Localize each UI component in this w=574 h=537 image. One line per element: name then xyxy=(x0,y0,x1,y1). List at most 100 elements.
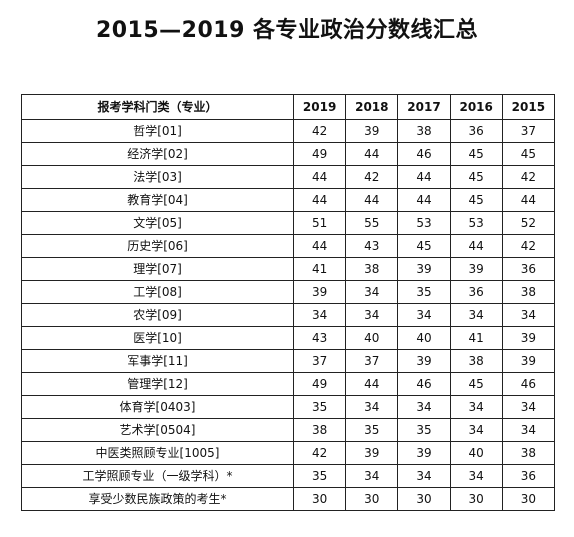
score-cell: 35 xyxy=(345,418,399,442)
score-cell: 44 xyxy=(397,165,451,189)
score-cell: 38 xyxy=(501,441,556,465)
score-cell: 30 xyxy=(501,487,556,511)
subject-cell: 享受少数民族政策的考生* xyxy=(20,487,295,511)
score-cell: 34 xyxy=(345,280,399,304)
year-column-header: 2018 xyxy=(345,94,399,120)
table-row: 历史学[06] 44 43 45 44 42 xyxy=(20,234,556,258)
score-cell: 34 xyxy=(397,464,451,488)
table-row: 工学[08] 39 34 35 36 38 xyxy=(20,280,556,304)
subject-cell: 医学[10] xyxy=(20,326,295,350)
score-cell: 45 xyxy=(449,165,503,189)
score-cell: 44 xyxy=(345,188,399,212)
score-cell: 46 xyxy=(397,372,451,396)
score-cell: 39 xyxy=(345,119,399,143)
score-cell: 34 xyxy=(397,303,451,327)
score-cell: 42 xyxy=(293,441,347,465)
score-cell: 36 xyxy=(501,257,556,281)
subject-cell: 理学[07] xyxy=(20,257,295,281)
score-cell: 43 xyxy=(345,234,399,258)
score-cell: 51 xyxy=(293,211,347,235)
table-row: 管理学[12] 49 44 46 45 46 xyxy=(20,372,556,396)
score-cell: 34 xyxy=(449,303,503,327)
subject-column-header: 报考学科门类（专业） xyxy=(20,94,295,120)
subject-cell: 文学[05] xyxy=(20,211,295,235)
score-cell: 44 xyxy=(397,188,451,212)
score-cell: 39 xyxy=(501,326,556,350)
score-cell: 44 xyxy=(293,165,347,189)
subject-cell: 艺术学[0504] xyxy=(20,418,295,442)
score-cell: 39 xyxy=(397,441,451,465)
score-cell: 42 xyxy=(293,119,347,143)
subject-cell: 军事学[11] xyxy=(20,349,295,373)
score-cell: 49 xyxy=(293,372,347,396)
table-row: 经济学[02] 49 44 46 45 45 xyxy=(20,142,556,166)
subject-cell: 管理学[12] xyxy=(20,372,295,396)
subject-cell: 哲学[01] xyxy=(20,119,295,143)
score-cell: 39 xyxy=(449,257,503,281)
table-row: 农学[09] 34 34 34 34 34 xyxy=(20,303,556,327)
score-cell: 34 xyxy=(293,303,347,327)
score-cell: 34 xyxy=(345,303,399,327)
score-cell: 34 xyxy=(501,395,556,419)
score-cell: 42 xyxy=(501,165,556,189)
score-cell: 40 xyxy=(345,326,399,350)
score-cell: 45 xyxy=(449,372,503,396)
score-cell: 34 xyxy=(501,418,556,442)
score-cell: 44 xyxy=(449,234,503,258)
score-cell: 38 xyxy=(501,280,556,304)
table-row: 工学照顾专业（一级学科）* 35 34 34 34 36 xyxy=(20,464,556,488)
score-cell: 46 xyxy=(397,142,451,166)
score-cell: 30 xyxy=(293,487,347,511)
score-cell: 37 xyxy=(293,349,347,373)
header-row: 报考学科门类（专业） 2019 2018 2017 2016 2015 xyxy=(20,94,556,120)
score-cell: 34 xyxy=(449,418,503,442)
score-cell: 36 xyxy=(501,464,556,488)
subject-cell: 中医类照顾专业[1005] xyxy=(20,441,295,465)
score-cell: 34 xyxy=(397,395,451,419)
subject-cell: 体育学[0403] xyxy=(20,395,295,419)
table-row: 艺术学[0504] 38 35 35 34 34 xyxy=(20,418,556,442)
score-cell: 34 xyxy=(501,303,556,327)
score-cell: 34 xyxy=(345,395,399,419)
score-cell: 45 xyxy=(449,142,503,166)
score-cell: 39 xyxy=(501,349,556,373)
subject-cell: 工学照顾专业（一级学科）* xyxy=(20,464,295,488)
score-cell: 49 xyxy=(293,142,347,166)
score-table: 报考学科门类（专业） 2019 2018 2017 2016 2015 哲学[0… xyxy=(20,94,556,511)
score-cell: 52 xyxy=(501,211,556,235)
score-cell: 34 xyxy=(345,464,399,488)
table-row: 中医类照顾专业[1005] 42 39 39 40 38 xyxy=(20,441,556,465)
score-cell: 39 xyxy=(345,441,399,465)
score-cell: 53 xyxy=(397,211,451,235)
score-cell: 38 xyxy=(397,119,451,143)
score-cell: 30 xyxy=(449,487,503,511)
score-cell: 44 xyxy=(345,372,399,396)
score-cell: 43 xyxy=(293,326,347,350)
year-column-header: 2015 xyxy=(501,94,556,120)
score-cell: 36 xyxy=(449,280,503,304)
table-row: 教育学[04] 44 44 44 45 44 xyxy=(20,188,556,212)
table-row: 军事学[11] 37 37 39 38 39 xyxy=(20,349,556,373)
table-row: 体育学[0403] 35 34 34 34 34 xyxy=(20,395,556,419)
score-cell: 38 xyxy=(449,349,503,373)
table-row: 哲学[01] 42 39 38 36 37 xyxy=(20,119,556,143)
page-title: 2015—2019 各专业政治分数线汇总 xyxy=(95,18,479,43)
score-cell: 34 xyxy=(449,395,503,419)
subject-cell: 经济学[02] xyxy=(20,142,295,166)
score-cell: 42 xyxy=(345,165,399,189)
table-header: 报考学科门类（专业） 2019 2018 2017 2016 2015 xyxy=(20,94,556,120)
score-cell: 44 xyxy=(345,142,399,166)
score-cell: 44 xyxy=(501,188,556,212)
score-cell: 55 xyxy=(345,211,399,235)
score-cell: 37 xyxy=(501,119,556,143)
year-column-header: 2019 xyxy=(293,94,347,120)
score-cell: 35 xyxy=(397,280,451,304)
score-cell: 45 xyxy=(501,142,556,166)
score-cell: 40 xyxy=(449,441,503,465)
score-cell: 41 xyxy=(449,326,503,350)
score-cell: 40 xyxy=(397,326,451,350)
score-cell: 53 xyxy=(449,211,503,235)
year-column-header: 2017 xyxy=(397,94,451,120)
score-cell: 35 xyxy=(397,418,451,442)
score-cell: 37 xyxy=(345,349,399,373)
